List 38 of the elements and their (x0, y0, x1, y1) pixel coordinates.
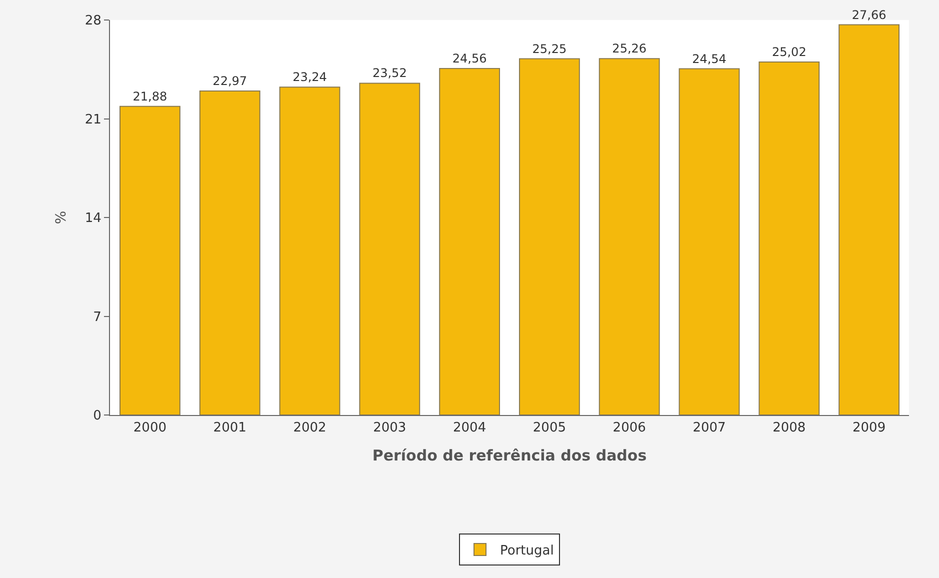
x-tick-label: 2007 (692, 420, 726, 436)
data-label: 27,66 (852, 8, 886, 22)
data-label: 21,88 (132, 89, 168, 104)
x-tick-label: 2008 (772, 420, 806, 436)
x-axis-title: Período de referência dos dados (372, 446, 647, 465)
bar (758, 62, 820, 415)
data-label: 22,97 (212, 74, 248, 88)
data-label: 23,24 (292, 70, 327, 84)
data-label: 24,54 (692, 52, 726, 66)
x-tick-label: 2005 (532, 420, 566, 436)
bar (678, 68, 740, 415)
y-tick-label: 14 (84, 211, 102, 226)
y-tick-label: 28 (84, 14, 102, 29)
x-tick-label: 2009 (852, 420, 886, 436)
y-tick-label: 21 (84, 112, 102, 128)
data-label: 25,26 (612, 42, 647, 56)
bar (199, 90, 260, 415)
x-tick-label: 2002 (293, 420, 326, 436)
bar (518, 58, 580, 415)
data-label: 23,52 (372, 66, 407, 80)
data-label: 25,25 (532, 42, 567, 56)
bar (279, 86, 340, 415)
legend-label: Portugal (500, 544, 554, 559)
data-label: 25,02 (772, 45, 806, 60)
x-tick-label: 2004 (453, 420, 486, 436)
y-axis-title: % (53, 210, 70, 224)
data-label: 24,56 (452, 52, 487, 66)
x-tick-label: 2001 (213, 420, 246, 436)
y-tick-label: 0 (93, 408, 102, 424)
bar (119, 106, 180, 415)
x-tick-label: 2006 (612, 420, 646, 436)
bar (598, 58, 660, 415)
bar (439, 68, 500, 415)
y-tick-label: 7 (93, 310, 102, 325)
bar (359, 82, 420, 415)
bar (838, 24, 900, 415)
x-tick-label: 2000 (133, 420, 166, 436)
x-tick-label: 2003 (373, 420, 406, 436)
